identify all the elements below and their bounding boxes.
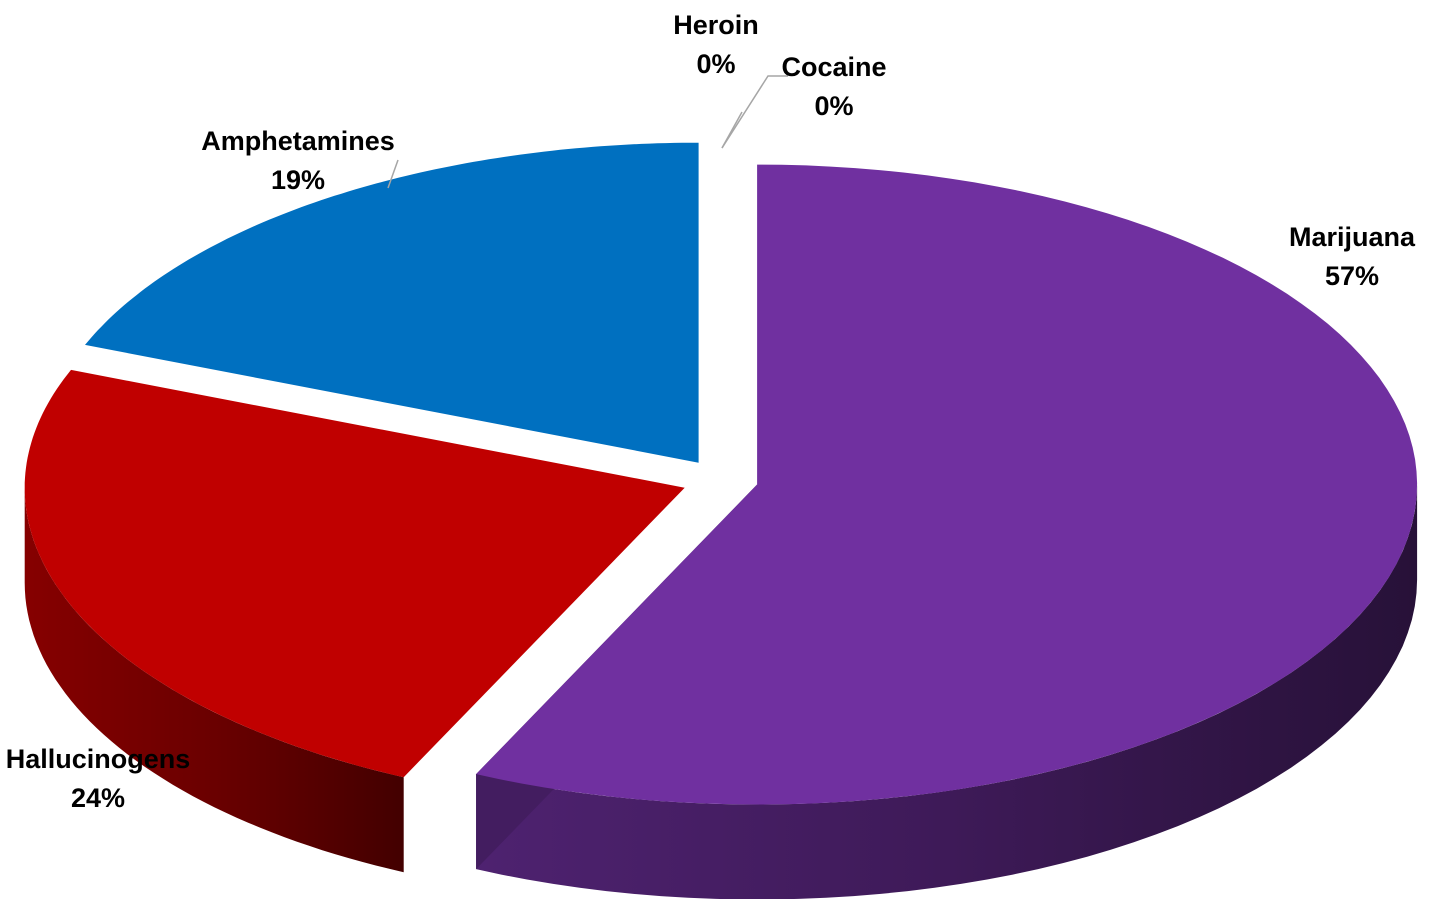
leader-lines (387, 75, 788, 189)
pie-top-layer (24, 142, 1418, 805)
label-cocaine-name: Cocaine (781, 52, 886, 82)
slice-side-hallucinogens (24, 487, 404, 873)
label-heroin-percent: 0% (696, 49, 735, 79)
slice-amphetamines (85, 142, 699, 463)
data-labels: Marijuana 57% Hallucinogens 24% Amphetamines… (6, 10, 1416, 813)
slice-side-marijuana (476, 484, 1418, 899)
label-marijuana-name: Marijuana (1289, 222, 1416, 252)
label-marijuana-percent: 57% (1325, 261, 1379, 291)
slice-marijuana (476, 164, 1418, 805)
label-cocaine-percent: 0% (814, 91, 853, 121)
leader-line-cocaine (721, 75, 788, 149)
label-amphetamines-name: Amphetamines (201, 126, 395, 156)
slice-hallucinogens (24, 369, 685, 778)
label-heroin-name: Heroin (673, 10, 759, 40)
label-amphetamines-percent: 19% (271, 165, 325, 195)
leader-line-amphetamines (387, 159, 399, 189)
label-hallucinogens-percent: 24% (71, 783, 125, 813)
label-hallucinogens-name: Hallucinogens (6, 744, 191, 774)
